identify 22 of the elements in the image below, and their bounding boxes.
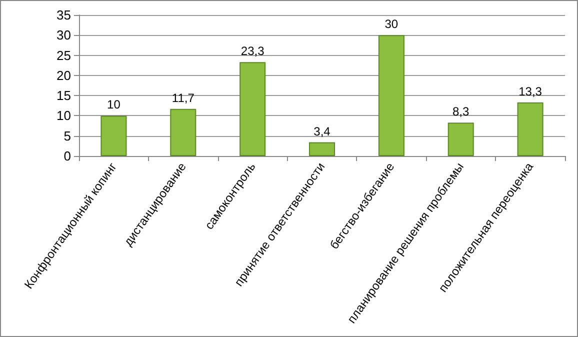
y-tick-label: 5 bbox=[64, 128, 71, 144]
data-label: 23,3 bbox=[240, 44, 265, 58]
y-tick-label: 30 bbox=[56, 28, 71, 43]
data-label: 11,7 bbox=[172, 90, 195, 105]
y-tick-label: 10 bbox=[56, 108, 71, 124]
bar bbox=[240, 62, 266, 156]
y-tick-label: 15 bbox=[56, 88, 71, 104]
y-tick-label: 20 bbox=[56, 68, 71, 83]
y-tick-label: 25 bbox=[56, 48, 71, 63]
bar bbox=[170, 108, 196, 156]
bar bbox=[448, 122, 474, 156]
data-label: 10 bbox=[107, 98, 121, 112]
bar bbox=[378, 35, 404, 156]
data-label: 3,4 bbox=[314, 124, 331, 138]
bar bbox=[100, 116, 127, 156]
bar bbox=[517, 102, 544, 156]
bar bbox=[309, 142, 335, 156]
data-label: 30 bbox=[384, 17, 398, 32]
y-tick-label: 35 bbox=[56, 8, 71, 22]
data-label: 13,3 bbox=[518, 84, 542, 98]
data-label: 8,3 bbox=[452, 104, 470, 119]
y-tick-label: 0 bbox=[64, 148, 71, 164]
